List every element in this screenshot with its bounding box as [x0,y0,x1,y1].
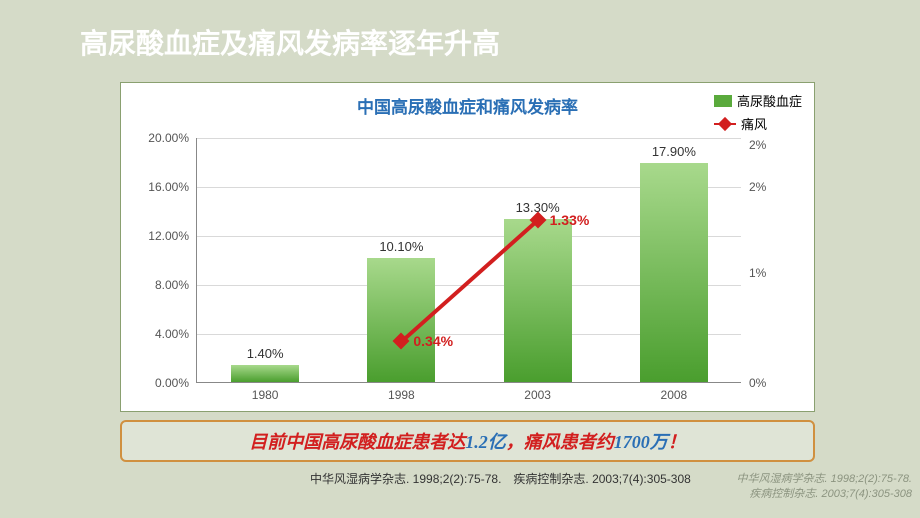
y-left-tick-label: 4.00% [129,327,189,341]
legend-item-bar: 高尿酸血症 [714,91,802,110]
x-tick-label: 1980 [235,388,295,402]
x-tick-label: 2008 [644,388,704,402]
y-right-tick-label: 1% [749,266,779,280]
y-left-tick-label: 8.00% [129,278,189,292]
grid-line [197,138,741,139]
bar-value-label: 1.40% [225,346,305,361]
y-left-tick-label: 0.00% [129,376,189,390]
bar [231,365,299,382]
legend-label-bar: 高尿酸血症 [737,91,802,110]
citation-shadow: 中华风湿病学杂志. 1998;2(2):75-78. 疾病控制杂志. 2003;… [737,472,912,503]
callout-text-part: 目前中国高尿酸血症患者达 [249,432,465,452]
callout-text-part: ！ [668,432,686,452]
bar [640,163,708,382]
y-right-tick-label: 2% [749,138,779,152]
citation-shadow-line1: 中华风湿病学杂志. 1998;2(2):75-78. [737,473,912,485]
y-right-tick-label: 0% [749,376,779,390]
x-tick-label: 2003 [508,388,568,402]
line-value-label: 0.34% [413,333,453,349]
callout-text-part: 1700万 [614,432,668,452]
bar-value-label: 17.90% [634,144,714,159]
citation-shadow-line2: 疾病控制杂志. 2003;7(4):305-308 [749,488,912,500]
legend-swatch-line [714,123,736,125]
legend-item-line: 痛风 [714,114,802,133]
legend-label-line: 痛风 [741,114,767,133]
line-value-label: 1.33% [550,212,590,228]
callout-text-part: 1.2亿 [465,432,506,452]
y-right-tick-label: 2% [749,180,779,194]
y-left-tick-label: 16.00% [129,180,189,194]
bar-value-label: 10.10% [361,239,441,254]
x-tick-label: 1998 [371,388,431,402]
chart-title: 中国高尿酸血症和痛风发病率 [121,83,814,118]
y-left-tick-label: 20.00% [129,131,189,145]
slide-title: 高尿酸血症及痛风发病率逐年升高 [0,0,920,62]
chart-plot-area: 0.00%4.00%8.00%12.00%16.00%20.00%0%1%2%2… [196,138,741,383]
y-left-tick-label: 12.00% [129,229,189,243]
citation-text: 中华风湿病学杂志. 1998;2(2):75-78. 疾病控制杂志. 2003;… [310,470,691,487]
callout-text-part: ，痛风患者约 [506,432,614,452]
callout-box: 目前中国高尿酸血症患者达1.2亿，痛风患者约1700万！ [120,420,815,462]
chart-container: 中国高尿酸血症和痛风发病率 高尿酸血症 痛风 0.00%4.00%8.00%12… [120,82,815,412]
chart-legend: 高尿酸血症 痛风 [714,91,802,137]
legend-swatch-bar [714,95,732,107]
